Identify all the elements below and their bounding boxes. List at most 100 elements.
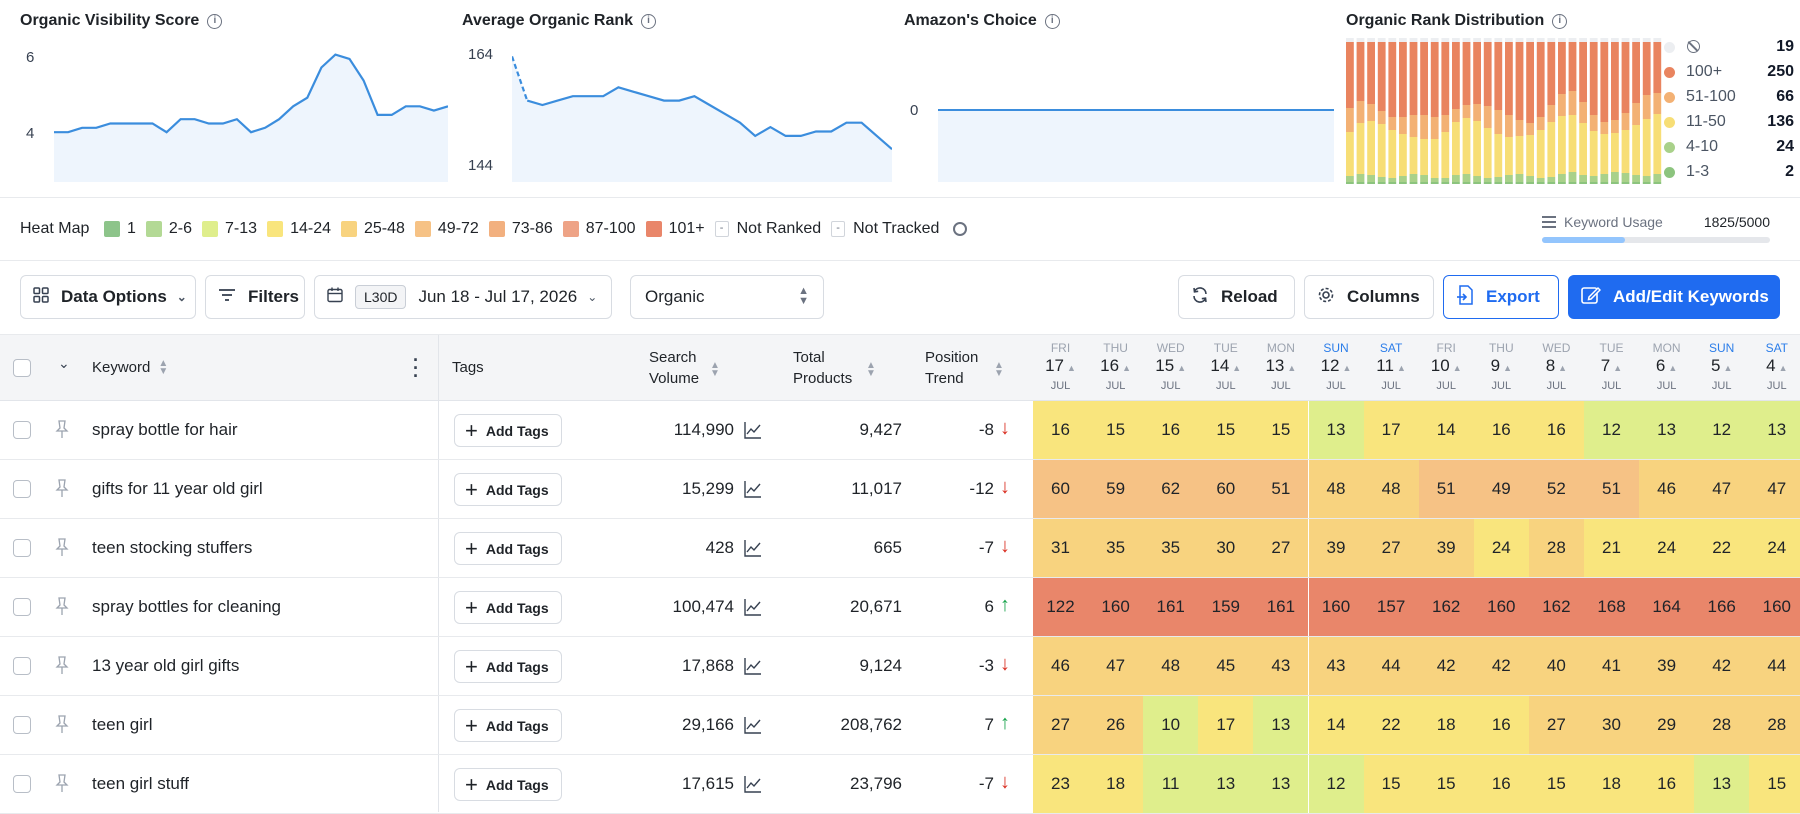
day-header[interactable]: TUE 7 ▲ JUL (1584, 341, 1639, 393)
reload-button[interactable]: Reload (1178, 275, 1295, 319)
add-tags-button[interactable]: + Add Tags (454, 473, 562, 506)
sort-icon[interactable]: ▲ ▼ (710, 360, 720, 379)
pin-icon[interactable] (55, 715, 69, 735)
ytick: 0 (910, 102, 919, 119)
table-row[interactable]: teen stocking stuffers + Add Tags 428 665 -7 ↓… (0, 519, 1800, 578)
info-icon[interactable]: i (1044, 13, 1060, 29)
filters-button[interactable]: Filters (205, 275, 305, 319)
day-header[interactable]: TUE 14 ▲ JUL (1198, 341, 1253, 393)
sort-icon[interactable]: ▲ ▼ (866, 360, 876, 379)
distribution-bar-segment (1452, 38, 1460, 42)
rank-cell: 30 (1584, 696, 1639, 754)
row-checkbox[interactable] (13, 657, 31, 675)
day-header[interactable]: FRI 10 ▲ JUL (1419, 341, 1474, 393)
info-icon[interactable]: i (1552, 13, 1568, 29)
rank-cell: 46 (1639, 460, 1695, 518)
data-options-button[interactable]: Data Options ⌄ (20, 275, 196, 319)
columns-button[interactable]: Columns (1304, 275, 1434, 319)
add-tags-button[interactable]: + Add Tags (454, 414, 562, 447)
pin-icon[interactable] (55, 479, 69, 499)
pin-icon[interactable] (55, 597, 69, 617)
rank-cell: 16 (1033, 401, 1088, 459)
day-header[interactable]: THU 16 ▲ JUL (1088, 341, 1143, 393)
header-total-products[interactable]: Total Products (793, 347, 852, 389)
add-tags-button[interactable]: + Add Tags (454, 591, 562, 624)
table-row[interactable]: spray bottle for hair + Add Tags 114,990 9,4… (0, 401, 1800, 460)
distribution-bar-segment (1430, 182, 1439, 184)
trend-chart-icon[interactable] (744, 657, 762, 675)
trend-chart-icon[interactable] (744, 539, 762, 557)
header-search-volume[interactable]: Search Volume (649, 347, 699, 389)
sort-icon[interactable]: ▲ ▼ (994, 360, 1004, 379)
add-tags-button[interactable]: + Add Tags (454, 532, 562, 565)
distribution-bar-segment (1515, 174, 1524, 182)
table-row[interactable]: gifts for 11 year old girl + Add Tags 15,29… (0, 460, 1800, 519)
trend-chart-icon[interactable] (744, 775, 762, 793)
select-all-checkbox[interactable] (13, 359, 31, 377)
pin-icon[interactable] (55, 420, 69, 440)
day-header[interactable]: SUN 5 ▲ JUL (1694, 341, 1749, 393)
position-trend-value: -7 (978, 774, 994, 793)
mode-select[interactable]: Organic ▲ ▼ (630, 275, 824, 319)
info-icon[interactable]: i (207, 13, 223, 29)
table-row[interactable]: teen girl + Add Tags 29,166 208,762 7 ↑ 27 26 10 1… (0, 696, 1800, 755)
day-header[interactable]: SAT 11 ▲ JUL (1364, 341, 1419, 393)
expand-chevron-icon[interactable]: ⌄ (58, 355, 70, 371)
header-position-trend[interactable]: Position Trend (925, 347, 978, 389)
pin-icon[interactable] (55, 656, 69, 676)
amazon-choice-line-chart (938, 109, 1334, 182)
pin-icon[interactable] (55, 538, 69, 558)
rank-cell: 168 (1584, 578, 1639, 636)
export-button[interactable]: Export (1443, 275, 1559, 319)
day-header[interactable]: FRI 17 ▲ JUL (1033, 341, 1088, 393)
day-header[interactable]: WED 15 ▲ JUL (1143, 341, 1198, 393)
distribution-bar-segment (1441, 178, 1450, 182)
table-row[interactable]: 13 year old girl gifts + Add Tags 17,868 9,1… (0, 637, 1800, 696)
list-icon (1542, 216, 1556, 228)
row-checkbox[interactable] (13, 775, 31, 793)
column-divider (438, 335, 439, 401)
date-range-picker[interactable]: L30D Jun 18 - Jul 17, 2026 ⌄ (314, 275, 612, 319)
add-tags-button[interactable]: + Add Tags (454, 650, 562, 683)
keyword-usage-value: 1825/5000 (1703, 214, 1770, 230)
avg-rank-chart: Average Organic Rank i 164 144 (442, 0, 892, 198)
series-line (526, 86, 892, 151)
info-icon[interactable]: i (641, 13, 657, 29)
day-header[interactable]: THU 9 ▲ JUL (1474, 341, 1529, 393)
day-header[interactable]: SAT 4 ▲ JUL (1749, 341, 1800, 393)
row-checkbox[interactable] (13, 421, 31, 439)
add-tags-button[interactable]: + Add Tags (454, 768, 562, 801)
day-number: 12 ▲ (1309, 355, 1364, 379)
trend-chart-icon[interactable] (744, 598, 762, 616)
add-edit-keywords-button[interactable]: Add/Edit Keywords (1568, 275, 1780, 319)
rank-cell: 44 (1749, 637, 1800, 695)
plus-icon: + (465, 594, 478, 620)
distribution-bar-segment (1462, 118, 1471, 174)
row-checkbox[interactable] (13, 716, 31, 734)
more-vertical-icon[interactable]: · · · (413, 350, 419, 386)
rank-cell: 24 (1639, 519, 1695, 577)
day-header[interactable]: SUN 12 ▲ JUL (1309, 341, 1364, 393)
rank-cell: 16 (1473, 401, 1529, 459)
day-header[interactable]: MON 13 ▲ JUL (1253, 341, 1308, 393)
header-keyword[interactable]: Keyword ▲ ▼ (92, 357, 168, 378)
row-checkbox[interactable] (13, 480, 31, 498)
distribution-bar-segment (1579, 175, 1587, 182)
trend-chart-icon[interactable] (744, 716, 762, 734)
table-row[interactable]: teen girl stuff + Add Tags 17,615 23,796 -7 ↓ 2… (0, 755, 1800, 814)
row-checkbox[interactable] (13, 539, 31, 557)
heatmap-settings-icon[interactable] (953, 222, 968, 236)
table-row[interactable]: spray bottles for cleaning + Add Tags 100,4… (0, 578, 1800, 637)
row-checkbox[interactable] (13, 598, 31, 616)
keyword-text: gifts for 11 year old girl (92, 479, 263, 498)
day-header[interactable]: MON 6 ▲ JUL (1639, 341, 1694, 393)
heat-swatch (340, 221, 357, 237)
add-tags-button[interactable]: + Add Tags (454, 709, 562, 742)
trend-chart-icon[interactable] (744, 480, 762, 498)
rank-cell: 30 (1198, 519, 1254, 577)
distribution-bar-segment (1494, 182, 1503, 184)
day-header[interactable]: WED 8 ▲ JUL (1529, 341, 1584, 393)
pin-icon[interactable] (55, 774, 69, 794)
add-tags-label: Add Tags (485, 422, 549, 439)
trend-chart-icon[interactable] (744, 421, 762, 439)
